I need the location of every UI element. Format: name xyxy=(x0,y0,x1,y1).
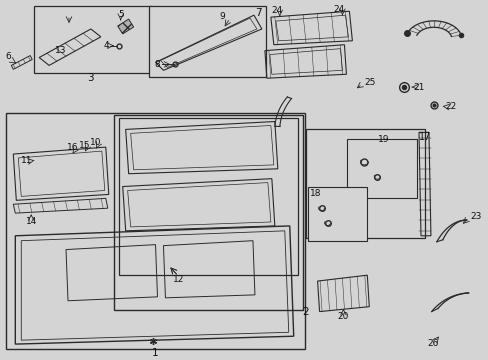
Bar xyxy=(307,186,366,241)
Text: 8: 8 xyxy=(154,60,160,69)
Text: 17: 17 xyxy=(418,132,430,142)
Text: 19: 19 xyxy=(378,135,389,144)
Text: 6: 6 xyxy=(5,52,11,61)
Text: 20: 20 xyxy=(337,312,348,321)
Text: 4: 4 xyxy=(104,41,109,50)
Text: 12: 12 xyxy=(172,275,183,284)
Text: 7: 7 xyxy=(255,8,262,18)
Text: 10: 10 xyxy=(90,138,102,147)
Text: 2: 2 xyxy=(302,307,309,316)
Bar xyxy=(346,139,416,198)
Text: 26: 26 xyxy=(427,339,438,348)
Text: 18: 18 xyxy=(309,189,321,198)
Text: 13: 13 xyxy=(55,46,67,55)
Text: 21: 21 xyxy=(412,82,424,91)
Text: 25: 25 xyxy=(364,78,375,87)
Text: 3: 3 xyxy=(87,73,94,83)
Text: 22: 22 xyxy=(444,102,455,111)
Text: 11: 11 xyxy=(20,157,32,166)
Text: 23: 23 xyxy=(470,212,481,221)
Bar xyxy=(305,129,424,238)
Bar xyxy=(148,6,265,77)
Bar xyxy=(114,114,302,310)
Text: 15: 15 xyxy=(79,141,90,150)
Text: 1: 1 xyxy=(152,348,159,358)
Text: 14: 14 xyxy=(25,217,37,226)
Bar xyxy=(6,113,304,349)
Polygon shape xyxy=(118,19,133,34)
Text: 24: 24 xyxy=(271,6,282,15)
Text: 5: 5 xyxy=(118,10,123,19)
Bar xyxy=(34,6,151,73)
Text: 9: 9 xyxy=(219,12,224,21)
Text: 24: 24 xyxy=(333,5,345,14)
Bar xyxy=(119,118,297,275)
Text: 16: 16 xyxy=(67,143,79,152)
